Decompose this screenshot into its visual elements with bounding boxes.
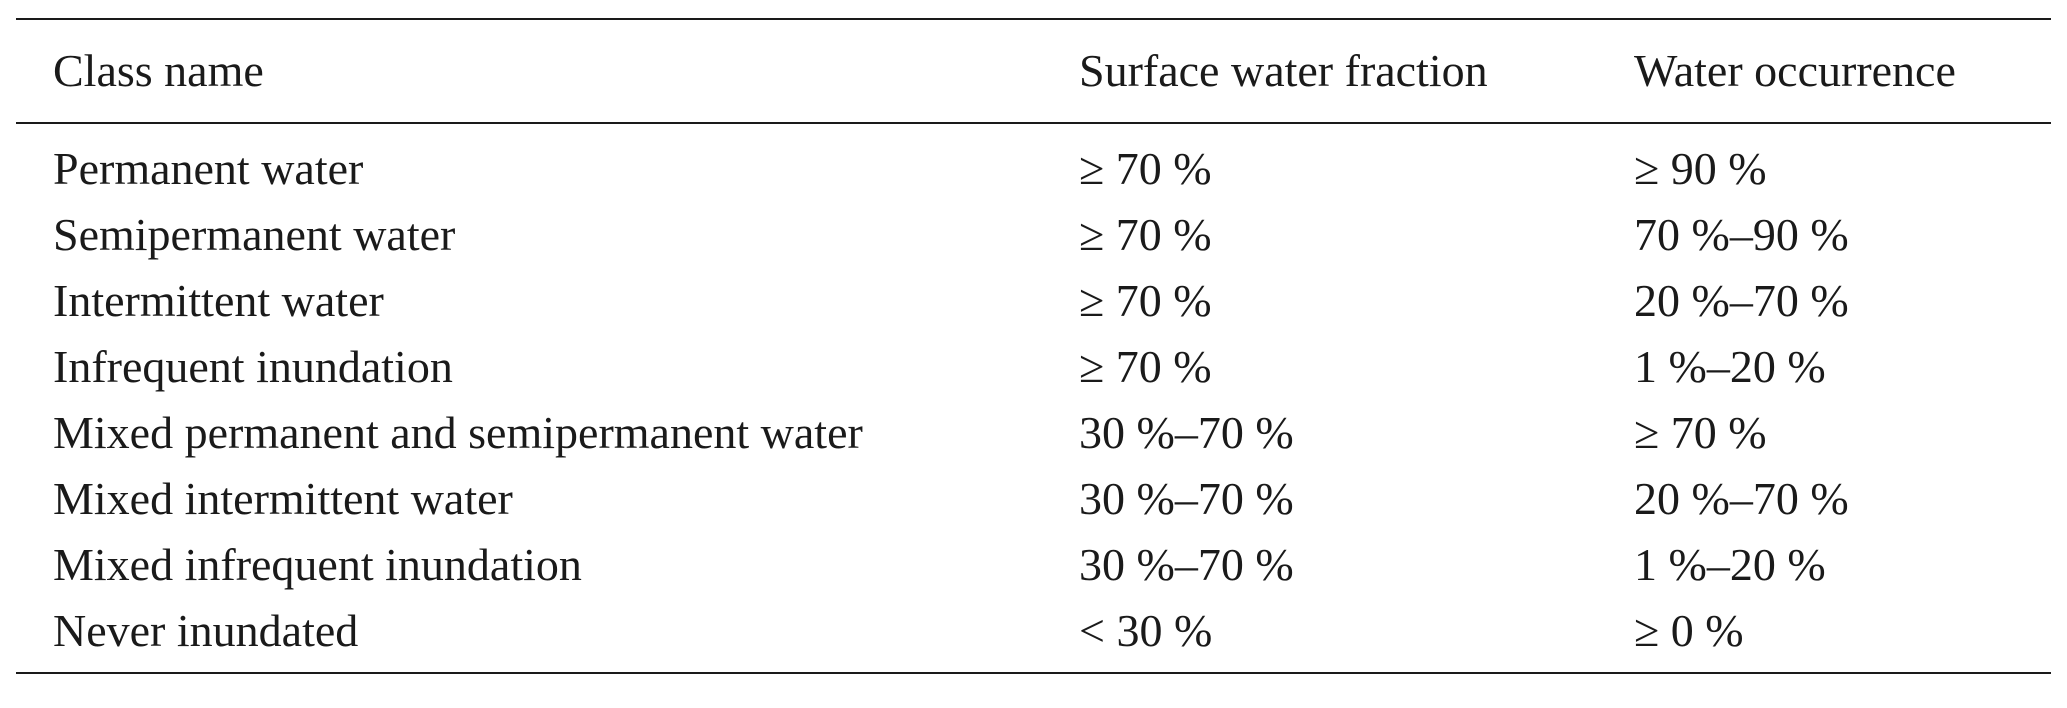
table-row: Mixed intermittent water 30 %–70 % 20 %–… xyxy=(16,466,2051,532)
water-occurrence-cell: 70 %–90 % xyxy=(1634,209,1849,260)
class-name-cell: Mixed intermittent water xyxy=(53,473,513,524)
water-occurrence-cell: 1 %–20 % xyxy=(1634,539,1826,590)
class-name-cell: Intermittent water xyxy=(53,275,384,326)
surface-water-fraction-cell: 30 %–70 % xyxy=(1079,473,1294,524)
water-occurrence-cell: 20 %–70 % xyxy=(1634,473,1849,524)
class-name-cell: Mixed permanent and semipermanent water xyxy=(53,407,863,458)
table-row: Infrequent inundation ≥ 70 % 1 %–20 % xyxy=(16,334,2051,400)
table-top-rule xyxy=(16,18,2051,20)
class-name-cell: Mixed infrequent inundation xyxy=(53,539,582,590)
table-body: Permanent water ≥ 70 % ≥ 90 % Semiperman… xyxy=(16,124,2051,672)
class-name-cell: Never inundated xyxy=(53,605,359,656)
water-occurrence-cell: 1 %–20 % xyxy=(1634,341,1826,392)
header-class-name: Class name xyxy=(53,45,264,96)
surface-water-fraction-cell: ≥ 70 % xyxy=(1079,143,1212,194)
class-name-cell: Permanent water xyxy=(53,143,364,194)
table-header-row: Class name Surface water fraction Water … xyxy=(16,20,2051,122)
surface-water-fraction-cell: ≥ 70 % xyxy=(1079,209,1212,260)
water-occurrence-cell: ≥ 90 % xyxy=(1634,143,1767,194)
table-row: Never inundated < 30 % ≥ 0 % xyxy=(16,598,2051,664)
table-row: Mixed permanent and semipermanent water … xyxy=(16,400,2051,466)
water-occurrence-cell: ≥ 0 % xyxy=(1634,605,1744,656)
surface-water-fraction-cell: < 30 % xyxy=(1079,605,1213,656)
class-name-cell: Semipermanent water xyxy=(53,209,456,260)
surface-water-fraction-cell: 30 %–70 % xyxy=(1079,407,1294,458)
water-occurrence-cell: 20 %–70 % xyxy=(1634,275,1849,326)
water-class-table: Class name Surface water fraction Water … xyxy=(16,18,2051,674)
table-bottom-rule xyxy=(16,672,2051,674)
class-name-cell: Infrequent inundation xyxy=(53,341,453,392)
header-water-occurrence: Water occurrence xyxy=(1634,45,1956,96)
table-row: Semipermanent water ≥ 70 % 70 %–90 % xyxy=(16,202,2051,268)
table-header-rule xyxy=(16,122,2051,124)
header-surface-water-fraction: Surface water fraction xyxy=(1079,45,1488,96)
water-occurrence-cell: ≥ 70 % xyxy=(1634,407,1767,458)
table-row: Intermittent water ≥ 70 % 20 %–70 % xyxy=(16,268,2051,334)
table-row: Mixed infrequent inundation 30 %–70 % 1 … xyxy=(16,532,2051,598)
table-row: Permanent water ≥ 70 % ≥ 90 % xyxy=(16,136,2051,202)
surface-water-fraction-cell: ≥ 70 % xyxy=(1079,341,1212,392)
surface-water-fraction-cell: 30 %–70 % xyxy=(1079,539,1294,590)
surface-water-fraction-cell: ≥ 70 % xyxy=(1079,275,1212,326)
